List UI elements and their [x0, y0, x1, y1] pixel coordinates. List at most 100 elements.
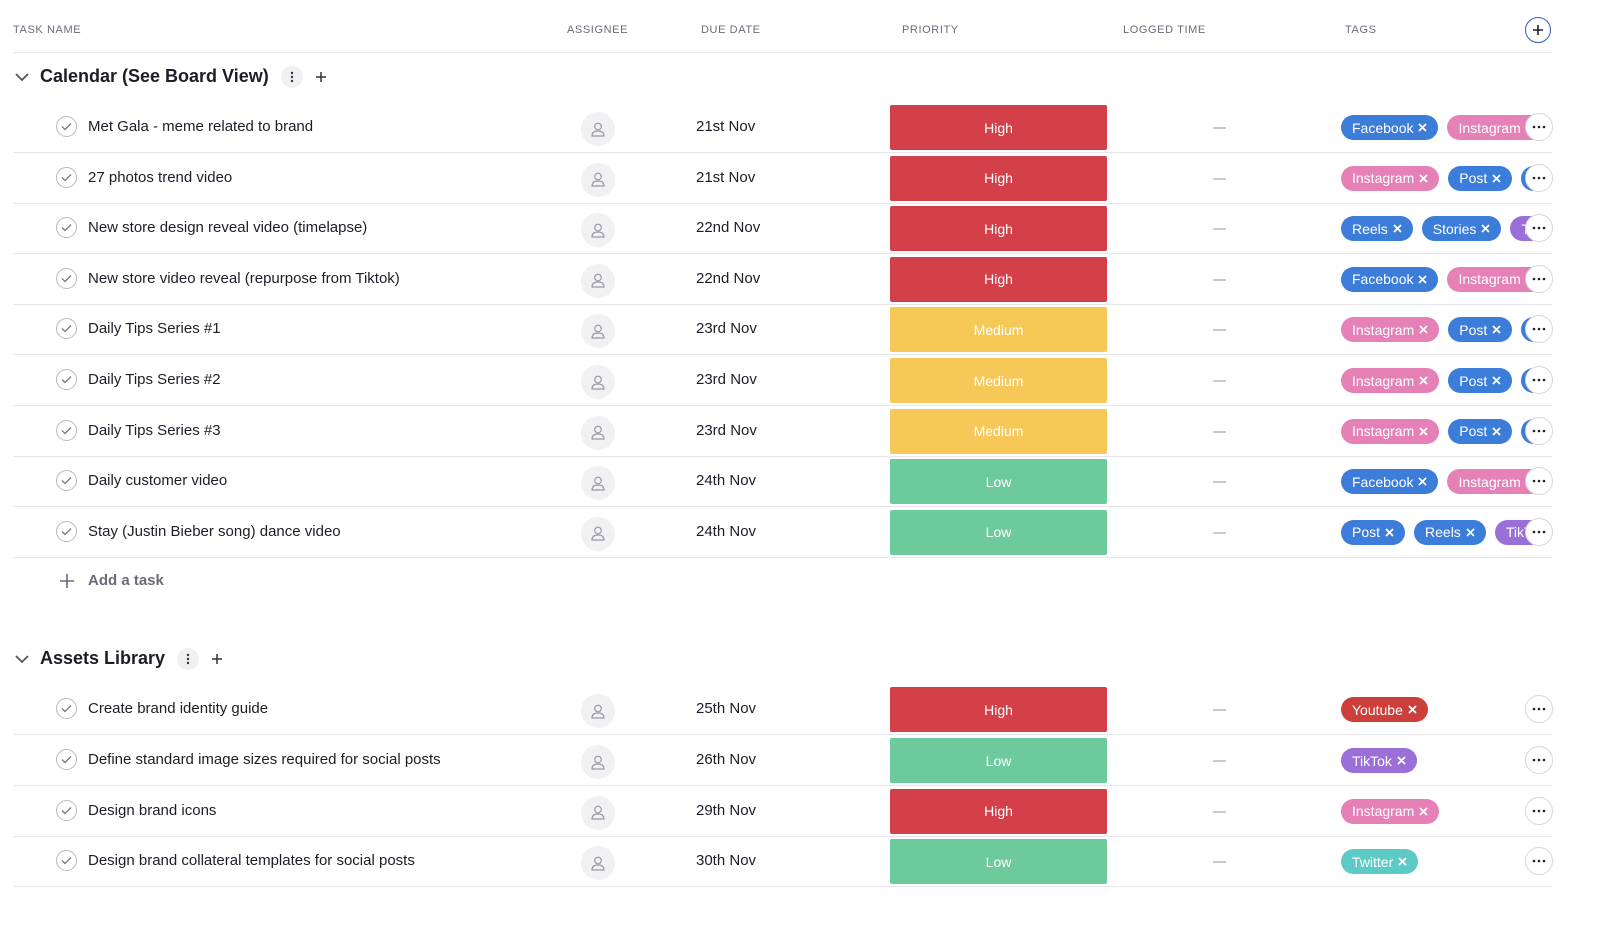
row-menu[interactable]: [1525, 264, 1553, 293]
complete-checkbox[interactable]: [56, 799, 77, 821]
assignee-avatar[interactable]: [581, 213, 615, 248]
row-menu[interactable]: [1525, 113, 1553, 141]
tag[interactable]: Facebook: [1341, 115, 1439, 140]
assignee-avatar[interactable]: [581, 112, 615, 146]
priority[interactable]: Low: [890, 509, 1107, 555]
collapse-toggle[interactable]: [14, 70, 30, 88]
add-task[interactable]: Add a task: [60, 572, 164, 589]
complete-checkbox[interactable]: [56, 470, 77, 492]
column-header[interactable]: TAGS: [1345, 24, 1377, 36]
task-name[interactable]: Daily customer video: [88, 472, 228, 490]
column-header[interactable]: LOGGED TIME: [1123, 24, 1206, 36]
complete-checkbox[interactable]: [56, 749, 77, 770]
task-name[interactable]: 27 photos trend video: [88, 168, 233, 186]
due-date[interactable]: 22nd Nov: [696, 219, 761, 237]
row-menu[interactable]: [1525, 315, 1553, 344]
tag[interactable]: Twitter: [1341, 849, 1419, 875]
priority[interactable]: High: [890, 256, 1107, 302]
row-menu[interactable]: [1525, 695, 1553, 724]
complete-checkbox[interactable]: [56, 166, 77, 188]
tag[interactable]: Stories: [1421, 216, 1502, 242]
complete-checkbox[interactable]: [56, 116, 77, 137]
priority[interactable]: High: [890, 788, 1107, 834]
task-name[interactable]: Daily Tips Series #1: [88, 320, 221, 338]
tag[interactable]: Instagram: [1341, 165, 1440, 191]
tag[interactable]: Post: [1448, 418, 1513, 444]
due-date[interactable]: 22nd Nov: [696, 269, 761, 287]
column-header[interactable]: DUE DATE: [701, 24, 761, 36]
tag[interactable]: Post: [1448, 317, 1513, 343]
column-header[interactable]: ASSIGNEE: [567, 24, 629, 36]
task-name[interactable]: Define standard image sizes required for…: [88, 751, 441, 768]
due-date[interactable]: 29th Nov: [696, 801, 757, 819]
priority[interactable]: Medium: [890, 307, 1107, 353]
task-name[interactable]: Design brand collateral templates for so…: [88, 852, 415, 870]
tag[interactable]: Instagram: [1341, 418, 1440, 444]
assignee-avatar[interactable]: [581, 263, 615, 298]
complete-checkbox[interactable]: [56, 520, 77, 542]
due-date[interactable]: 21st Nov: [696, 118, 756, 135]
tag[interactable]: Post: [1448, 368, 1513, 393]
task-name[interactable]: Design brand icons: [88, 801, 217, 819]
tag[interactable]: Instagram: [1447, 469, 1533, 495]
complete-checkbox[interactable]: [56, 419, 77, 441]
due-date[interactable]: 26th Nov: [696, 751, 757, 768]
due-date[interactable]: 23rd Nov: [696, 421, 757, 439]
priority[interactable]: Low: [890, 738, 1107, 783]
row-menu[interactable]: [1525, 467, 1553, 496]
assignee-avatar[interactable]: [581, 795, 615, 830]
task-name[interactable]: Daily Tips Series #3: [88, 421, 221, 439]
row-menu[interactable]: [1525, 366, 1553, 394]
column-header[interactable]: PRIORITY: [902, 24, 959, 36]
due-date[interactable]: 24th Nov: [696, 472, 757, 490]
row-menu[interactable]: [1525, 746, 1553, 774]
collapse-toggle[interactable]: [14, 652, 30, 670]
row-menu[interactable]: [1525, 847, 1553, 876]
complete-checkbox[interactable]: [56, 369, 77, 390]
section-menu[interactable]: [280, 66, 303, 88]
task-name[interactable]: Create brand identity guide: [88, 700, 269, 718]
due-date[interactable]: 21st Nov: [696, 168, 756, 186]
due-date[interactable]: 25th Nov: [696, 700, 757, 718]
complete-checkbox[interactable]: [56, 217, 77, 239]
priority[interactable]: Low: [890, 839, 1107, 885]
due-date[interactable]: 23rd Nov: [696, 371, 757, 388]
assignee-avatar[interactable]: [581, 415, 615, 450]
priority[interactable]: High: [890, 687, 1107, 733]
section-add[interactable]: [206, 648, 228, 670]
tag[interactable]: Instagram: [1341, 317, 1440, 343]
assignee-avatar[interactable]: [581, 365, 615, 399]
assignee-avatar[interactable]: [581, 314, 615, 349]
priority[interactable]: Medium: [890, 358, 1107, 403]
priority[interactable]: High: [890, 105, 1107, 150]
tag[interactable]: Instagram: [1341, 798, 1440, 824]
tag[interactable]: Facebook: [1341, 266, 1439, 292]
row-menu[interactable]: [1525, 214, 1553, 243]
due-date[interactable]: 23rd Nov: [696, 320, 757, 338]
row-menu[interactable]: [1525, 796, 1553, 825]
tag[interactable]: Facebook: [1341, 469, 1439, 495]
assignee-avatar[interactable]: [581, 694, 615, 729]
assignee-avatar[interactable]: [581, 162, 615, 197]
task-name[interactable]: Met Gala - meme related to brand: [88, 118, 314, 135]
task-name[interactable]: Daily Tips Series #2: [88, 371, 221, 388]
column-header[interactable]: TASK NAME: [13, 24, 82, 36]
tag[interactable]: TikTok: [1341, 748, 1417, 773]
priority[interactable]: High: [890, 206, 1107, 252]
tag[interactable]: Post: [1448, 165, 1513, 191]
tag[interactable]: Reels: [1341, 216, 1413, 242]
add-column-button[interactable]: [1525, 17, 1551, 43]
tag[interactable]: Instagram: [1447, 115, 1533, 140]
complete-checkbox[interactable]: [56, 850, 77, 872]
due-date[interactable]: 24th Nov: [696, 522, 757, 540]
assignee-avatar[interactable]: [581, 516, 615, 551]
tag[interactable]: Youtube: [1341, 697, 1428, 723]
tag[interactable]: Post: [1341, 519, 1406, 545]
row-menu[interactable]: [1525, 416, 1553, 445]
complete-checkbox[interactable]: [56, 267, 77, 289]
tag[interactable]: Instagram: [1341, 368, 1440, 393]
task-name[interactable]: New store design reveal video (timelapse…: [88, 219, 368, 237]
tag[interactable]: Instagram: [1447, 266, 1533, 292]
row-menu[interactable]: [1525, 163, 1553, 192]
task-name[interactable]: New store video reveal (repurpose from T…: [88, 269, 400, 287]
